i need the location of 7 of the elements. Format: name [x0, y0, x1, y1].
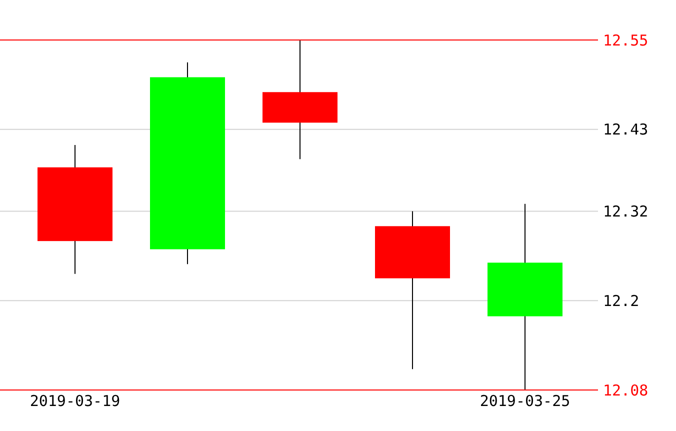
y-tick-label: 12.55 — [603, 31, 648, 50]
y-tick-label: 12.32 — [603, 202, 648, 221]
x-tick-label: 2019-03-19 — [30, 392, 120, 410]
y-tick-label: 12.43 — [603, 120, 648, 139]
y-tick-label: 12.08 — [603, 381, 648, 400]
y-tick-label: 12.2 — [603, 292, 640, 310]
x-tick-label: 2019-03-25 — [480, 392, 570, 410]
